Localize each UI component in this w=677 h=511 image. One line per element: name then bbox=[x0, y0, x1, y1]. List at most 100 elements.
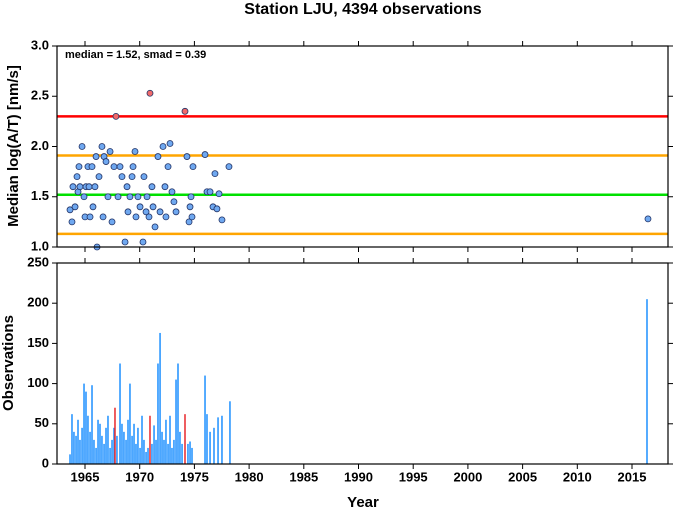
y-tick-label: 0 bbox=[42, 455, 49, 470]
x-tick-label: 2005 bbox=[508, 469, 537, 484]
bar bbox=[95, 447, 97, 464]
bar bbox=[114, 407, 116, 464]
bar bbox=[103, 443, 105, 464]
x-tick-label: 1980 bbox=[235, 469, 264, 484]
point bbox=[146, 89, 154, 97]
bar bbox=[181, 443, 183, 464]
bar bbox=[175, 379, 177, 464]
point bbox=[149, 203, 157, 211]
bar bbox=[71, 414, 73, 464]
plot-frame bbox=[56, 262, 669, 465]
bar bbox=[99, 423, 101, 464]
bar bbox=[87, 415, 89, 464]
point bbox=[131, 148, 139, 155]
bar bbox=[646, 299, 648, 464]
x-tick-label: 1965 bbox=[71, 469, 100, 484]
x-axis-label: Year bbox=[347, 494, 379, 511]
bar bbox=[187, 443, 189, 464]
point bbox=[154, 153, 162, 160]
point bbox=[86, 213, 94, 221]
bar bbox=[101, 435, 103, 464]
point bbox=[201, 151, 209, 158]
bar bbox=[165, 419, 167, 464]
y-tick-label: 2.0 bbox=[31, 138, 49, 153]
bar bbox=[129, 383, 131, 464]
point bbox=[95, 173, 103, 181]
point bbox=[73, 173, 81, 181]
x-tick-label: 1985 bbox=[289, 469, 318, 484]
bar bbox=[169, 415, 171, 464]
point bbox=[148, 183, 156, 191]
bar bbox=[189, 441, 191, 464]
bar bbox=[69, 454, 71, 464]
bar bbox=[153, 425, 155, 464]
bar bbox=[145, 451, 147, 464]
bar bbox=[93, 439, 95, 464]
x-tick-label: 2000 bbox=[453, 469, 482, 484]
point bbox=[92, 153, 100, 160]
bar bbox=[109, 447, 111, 464]
point bbox=[162, 213, 170, 221]
point bbox=[121, 238, 129, 246]
point bbox=[114, 193, 122, 201]
bar bbox=[163, 439, 165, 464]
bar bbox=[167, 443, 169, 464]
bar bbox=[75, 435, 77, 464]
bar bbox=[184, 414, 186, 464]
point bbox=[102, 158, 110, 165]
bar bbox=[135, 443, 137, 464]
point bbox=[126, 193, 134, 201]
point bbox=[139, 238, 147, 246]
y-tick-label: 100 bbox=[27, 375, 49, 390]
bar bbox=[131, 435, 133, 464]
y-tick-label: 3.0 bbox=[31, 37, 49, 52]
point bbox=[187, 193, 195, 201]
point bbox=[142, 208, 150, 216]
bar bbox=[161, 431, 163, 464]
bar bbox=[133, 423, 135, 464]
point bbox=[124, 208, 132, 216]
point bbox=[189, 163, 197, 171]
point bbox=[218, 216, 226, 224]
bar bbox=[137, 427, 139, 464]
point bbox=[89, 203, 97, 211]
point bbox=[145, 213, 153, 221]
bar bbox=[116, 435, 118, 464]
point bbox=[68, 218, 76, 226]
point bbox=[164, 163, 172, 171]
bar bbox=[85, 391, 87, 464]
point bbox=[71, 203, 79, 211]
point bbox=[644, 215, 652, 223]
point bbox=[80, 193, 88, 201]
bar bbox=[177, 363, 179, 464]
point bbox=[168, 188, 176, 196]
y-axis-label: Observations bbox=[0, 315, 17, 411]
point bbox=[98, 143, 106, 150]
point bbox=[112, 112, 120, 120]
y-tick-label: 2.5 bbox=[31, 88, 49, 103]
y-tick-label: 150 bbox=[27, 335, 49, 350]
bar bbox=[141, 415, 143, 464]
point bbox=[123, 183, 131, 191]
x-tick-label: 2010 bbox=[563, 469, 592, 484]
bar bbox=[89, 431, 91, 464]
bar bbox=[155, 439, 157, 464]
bar bbox=[217, 417, 219, 464]
point bbox=[75, 163, 83, 171]
point bbox=[181, 107, 189, 115]
bar bbox=[121, 423, 123, 464]
x-tick-label: 1990 bbox=[344, 469, 373, 484]
bar bbox=[206, 414, 208, 464]
bar bbox=[221, 415, 223, 464]
bar bbox=[77, 419, 79, 464]
point bbox=[185, 218, 193, 226]
bar bbox=[157, 363, 159, 464]
chart-title: Station LJU, 4394 observations bbox=[244, 1, 482, 18]
x-tick-label: 1975 bbox=[180, 469, 209, 484]
bar bbox=[123, 431, 125, 464]
bar bbox=[79, 439, 81, 464]
bar bbox=[213, 427, 215, 464]
bar bbox=[143, 439, 145, 464]
point bbox=[172, 208, 180, 216]
point bbox=[128, 173, 136, 181]
